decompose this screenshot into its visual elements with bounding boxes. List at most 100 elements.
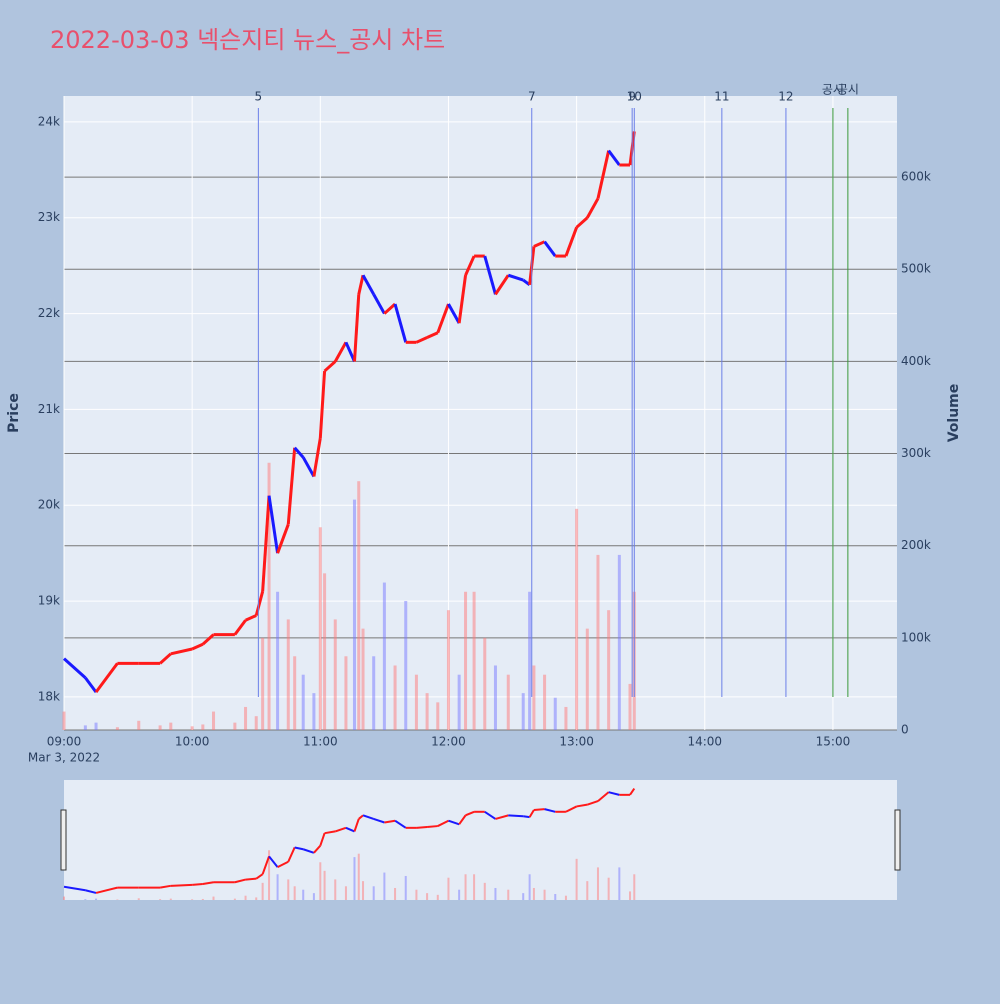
volume-bar (276, 591, 280, 730)
volume-bar (493, 665, 497, 730)
slider-volume-bar (618, 867, 621, 900)
event-label: 공시 (837, 83, 859, 97)
y-tick-label: 19k (38, 594, 60, 608)
slider-volume-bar (528, 874, 531, 900)
slider-price-segment (484, 810, 497, 820)
slider-volume-bar (596, 867, 599, 900)
slider-volume-bar (95, 898, 98, 900)
slider-price-segment (523, 815, 530, 819)
volume-bar (62, 711, 66, 730)
price-segment (447, 303, 461, 324)
slider-volume-bar (436, 894, 439, 900)
price-segment (323, 360, 337, 373)
price-segment (170, 647, 193, 656)
price-segment (361, 274, 376, 296)
event-label: 7 (528, 90, 536, 104)
y2-tick-label: 300k (901, 446, 931, 460)
range-slider[interactable] (64, 780, 897, 900)
volume-bar (212, 711, 216, 730)
price-segment (585, 197, 600, 219)
volume-bar (301, 674, 305, 730)
y-tick-label: 21k (38, 402, 60, 416)
price-segment (494, 274, 510, 296)
price-segment (244, 614, 257, 622)
volume-bar (425, 693, 429, 730)
volume-bar (312, 693, 316, 730)
slider-volume-bar (532, 887, 535, 900)
slider-volume-bar (344, 886, 347, 900)
event-label: 9 (628, 90, 636, 104)
chart-title: 2022-03-03 넥슨지티 뉴스_공시 차트 (50, 26, 445, 54)
slider-volume-bar (255, 897, 258, 900)
volume-bar (267, 462, 271, 730)
slider-volume-bar (334, 879, 337, 900)
slider-price-segment (358, 814, 364, 820)
price-segment (201, 633, 215, 646)
slider-price-segment (508, 814, 524, 818)
y-tick-label: 23k (38, 210, 60, 224)
volume-bar (286, 619, 290, 730)
y-tick-label: 24k (38, 114, 60, 128)
event-label: 11 (714, 90, 729, 104)
price-segment (383, 302, 397, 315)
slider-volume-bar (415, 889, 418, 900)
price-segment (507, 273, 524, 282)
slider-price-segment (458, 814, 467, 825)
volume-bar (158, 725, 162, 730)
volume-bar (190, 726, 194, 730)
volume-bar (628, 683, 632, 730)
volume-bar (596, 554, 600, 730)
y2-tick-label: 200k (901, 538, 931, 552)
slider-volume-bar (287, 879, 290, 900)
slider-volume-bar (483, 882, 486, 900)
slider-volume-bar (353, 857, 356, 900)
slider-price-segment (319, 832, 326, 847)
price-segment (352, 294, 361, 362)
volume-bar (436, 702, 440, 730)
slider-price-segment (544, 808, 556, 813)
volume-bar (261, 637, 265, 730)
x-tick-label: 10:00 (175, 735, 210, 749)
volume-bar (404, 600, 408, 730)
volume-bar (414, 674, 418, 730)
slider-price-segment (362, 814, 375, 820)
price-segment (94, 662, 119, 694)
y-tick-label: 20k (38, 498, 60, 512)
slider-price-segment (465, 810, 475, 817)
slider-handle[interactable] (894, 809, 901, 871)
slider-handle[interactable] (60, 809, 67, 871)
volume-bar (521, 693, 525, 730)
x-date-label: Mar 3, 2022 (28, 751, 100, 765)
price-segment (426, 331, 439, 339)
slider-price-segment (416, 825, 428, 829)
x-tick-label: 14:00 (687, 735, 722, 749)
slider-volume-bar (312, 893, 315, 900)
y-tick-label: 22k (38, 306, 60, 320)
slider-volume-bar (319, 862, 322, 900)
price-segment (333, 341, 348, 363)
slider-price-segment (576, 803, 588, 808)
slider-price-segment (287, 847, 296, 863)
x-tick-label: 13:00 (559, 735, 594, 749)
slider-volume-bar (63, 896, 65, 900)
price-segment (357, 274, 365, 295)
slider-volume-bar (212, 896, 215, 900)
slider-volume-bar (494, 887, 497, 900)
slider-price-segment (495, 814, 509, 820)
price-segment (464, 255, 476, 276)
slider-price-segment (345, 826, 355, 833)
y2-tick-label: 0 (901, 723, 909, 737)
price-segment (84, 676, 98, 694)
slider-price-segment (565, 805, 578, 813)
price-segment (254, 591, 265, 616)
volume-bar (483, 637, 487, 730)
slider-price-segment (597, 791, 610, 802)
price-segment (286, 447, 297, 525)
price-segment (564, 226, 579, 257)
price-segment (457, 275, 468, 324)
slider-volume-bar (543, 889, 546, 900)
y2-tick-label: 500k (901, 262, 931, 276)
volume-bar (293, 656, 297, 730)
slider-price-segment (394, 819, 407, 829)
